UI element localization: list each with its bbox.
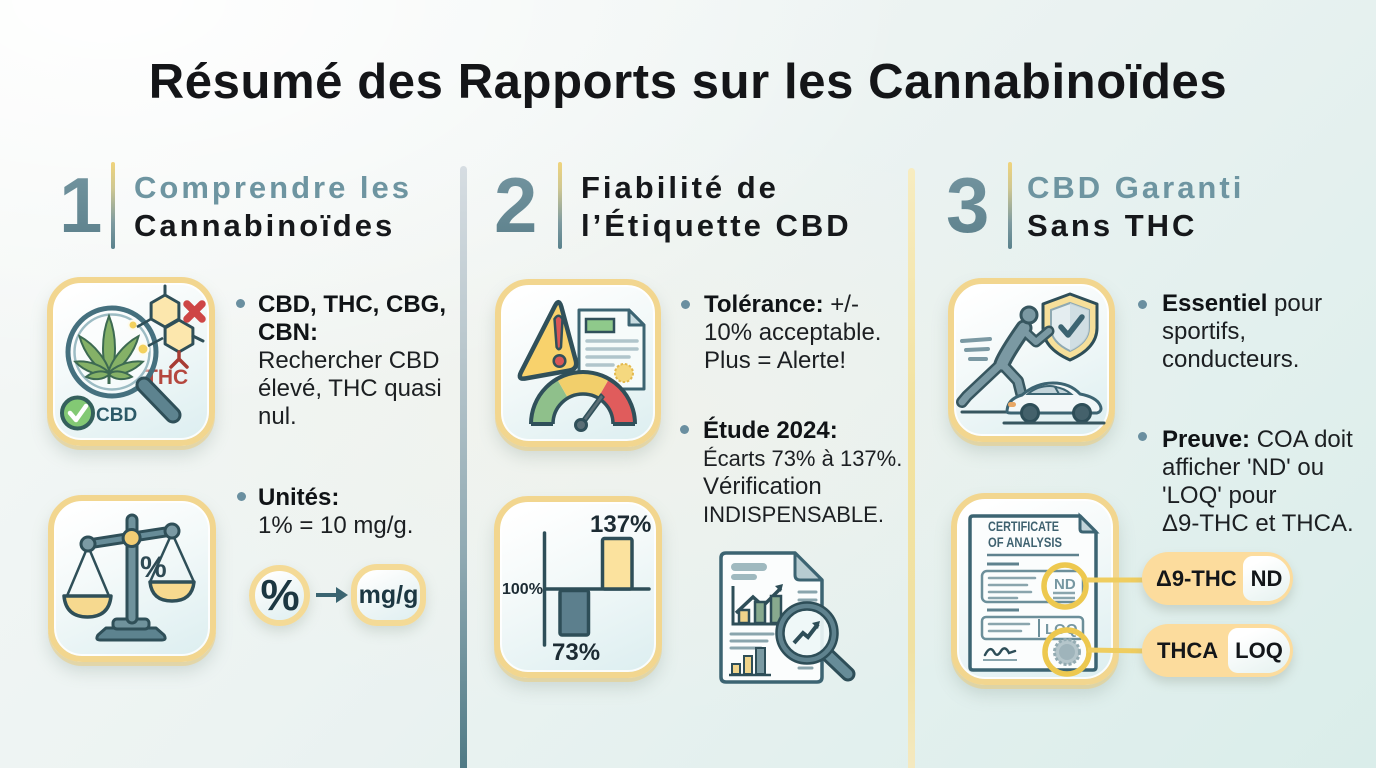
- svg-text:ND: ND: [1054, 576, 1076, 593]
- svg-text:THC: THC: [145, 366, 188, 389]
- svg-text:CERTIFICATE: CERTIFICATE: [988, 518, 1059, 534]
- svg-text:%: %: [140, 551, 167, 584]
- svg-text:73%: 73%: [552, 639, 600, 666]
- svg-text:OF ANALYSIS: OF ANALYSIS: [988, 534, 1062, 550]
- svg-text:CBD: CBD: [96, 405, 137, 426]
- svg-text:137%: 137%: [590, 511, 651, 538]
- svg-text:100%: 100%: [502, 581, 543, 598]
